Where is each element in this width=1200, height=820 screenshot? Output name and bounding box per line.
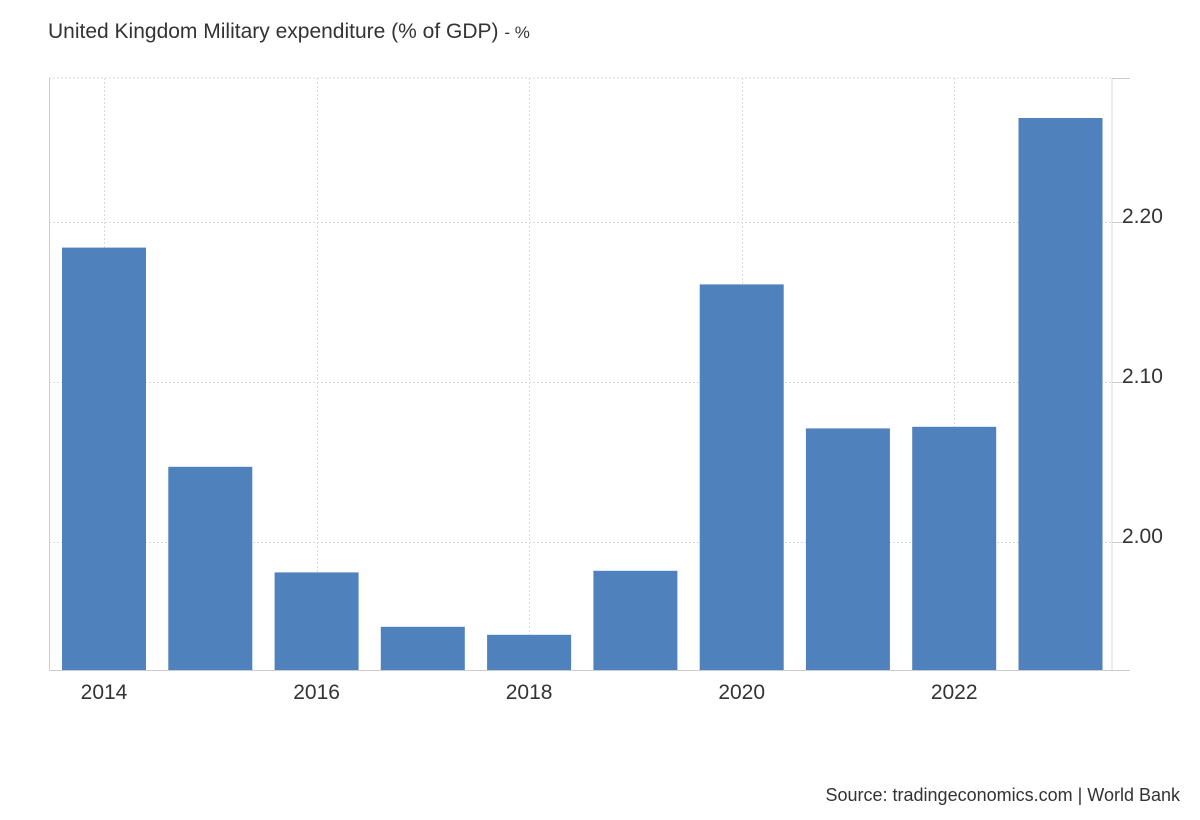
source-credit: Source: tradingeconomics.com | World Ban…	[825, 785, 1181, 805]
bar-2015	[168, 466, 253, 670]
x-tick-label: 2014	[81, 681, 128, 704]
bar-2016	[274, 572, 359, 670]
x-tick-label: 2020	[718, 681, 765, 704]
bar-2014	[62, 247, 146, 670]
chart-unit: - %	[504, 23, 530, 42]
y-tick-label: 2.00	[1122, 525, 1163, 548]
chart-title: United Kingdom Military expenditure (% o…	[48, 20, 530, 44]
bar-2017	[380, 626, 465, 670]
x-tick-label: 2018	[506, 681, 553, 704]
x-tick-label: 2022	[931, 681, 978, 704]
chart-title-text: United Kingdom Military expenditure (% o…	[48, 20, 499, 43]
bar-2020	[699, 284, 784, 670]
bar-2019	[593, 570, 678, 670]
bar-2023	[1018, 118, 1103, 670]
x-tick-label: 2016	[293, 681, 340, 704]
y-tick-label: 2.20	[1122, 205, 1163, 228]
y-tick-label: 2.10	[1122, 365, 1163, 388]
bar-2022	[912, 426, 997, 670]
axes	[49, 78, 1130, 671]
bars	[62, 118, 1103, 670]
tick-labels: 2.00 2.10 2.20 2014 2016 2018 2020 2022	[81, 205, 1163, 704]
bar-2021	[805, 428, 890, 670]
bar-2018	[487, 634, 572, 670]
